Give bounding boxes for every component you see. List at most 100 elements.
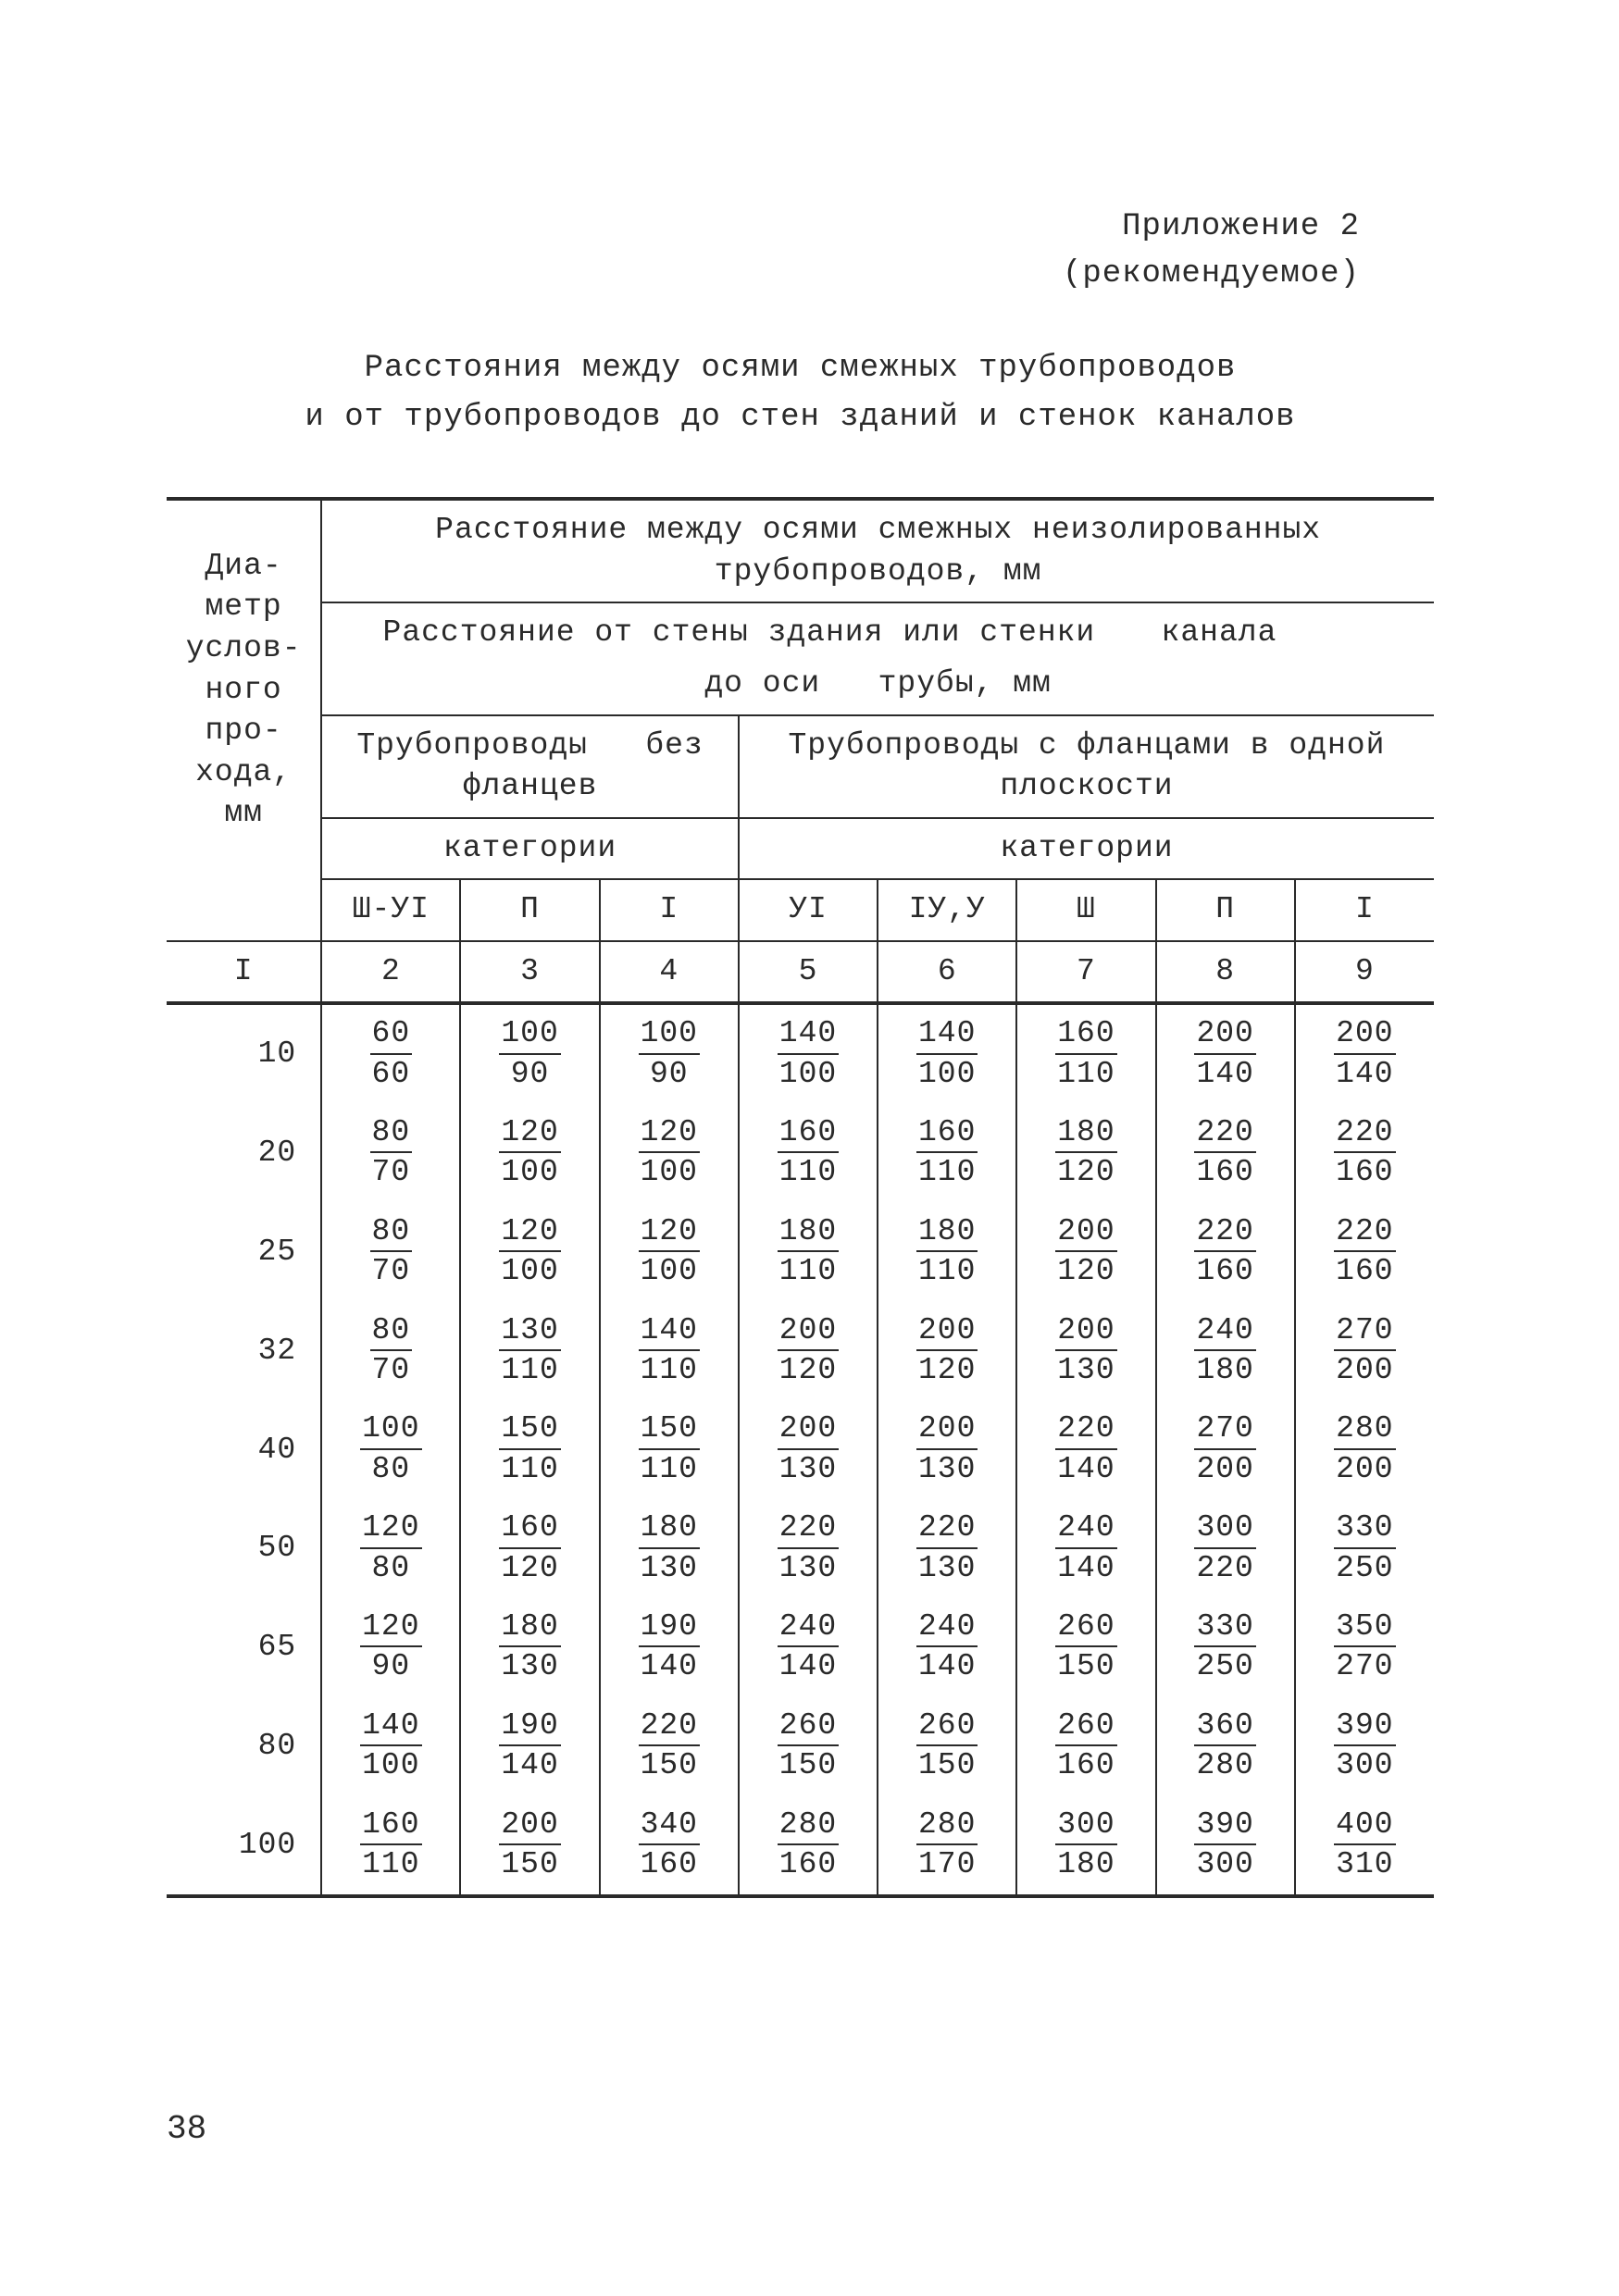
value-cell: 8070 [321,1104,460,1203]
value-cell: 280200 [1295,1400,1434,1499]
diameter-cell: 100 [167,1796,321,1897]
value-cell: 160110 [739,1104,878,1203]
value-cell: 260150 [739,1697,878,1796]
value-cell: 340160 [600,1796,739,1897]
table-row: 4010080150110150110200130200130220140270… [167,1400,1434,1499]
value-cell: 180110 [739,1203,878,1302]
value-cell: 12090 [321,1598,460,1697]
col-7: Ш [1016,879,1155,941]
header-sub-b: канала [1156,602,1434,664]
value-cell: 390300 [1295,1697,1434,1796]
value-cell: 120100 [600,1104,739,1203]
value-cell: 240140 [1016,1499,1155,1598]
numcol-7: 7 [1016,941,1155,1004]
value-cell: 200130 [739,1400,878,1499]
col-5: УI [739,879,878,941]
value-cell: 200130 [1016,1302,1155,1401]
value-cell: 220160 [1295,1203,1434,1302]
value-cell: 220160 [1156,1104,1295,1203]
numcol-9: 9 [1295,941,1434,1004]
row-header-diameter: Диа- метр услов- ного про- хода, мм [167,499,321,879]
value-cell: 160110 [878,1104,1016,1203]
table-row: 6512090180130190140240140240140260150330… [167,1598,1434,1697]
value-cell: 10090 [460,1003,599,1104]
document-page: Приложение 2 (рекомендуемое) Расстояния … [0,0,1619,2296]
diameter-cell: 32 [167,1302,321,1401]
title-line-2: и от трубопроводов до стен зданий и стен… [167,393,1434,442]
numcol-3: 3 [460,941,599,1004]
numcol-6: 6 [878,941,1016,1004]
group-left: Трубопроводы без фланцев [321,715,739,818]
table-row: 1060601009010090140100140100160110200140… [167,1003,1434,1104]
appendix-header: Приложение 2 (рекомендуемое) [167,204,1360,298]
value-cell: 330250 [1156,1598,1295,1697]
diameter-cell: 50 [167,1499,321,1598]
value-cell: 270200 [1156,1400,1295,1499]
value-cell: 280160 [739,1796,878,1897]
value-cell: 390300 [1156,1796,1295,1897]
table-row: 1001601102001503401602801602801703001803… [167,1796,1434,1897]
col-8: П [1156,879,1295,941]
numcol-5: 5 [739,941,878,1004]
pipe-distance-table: Диа- метр услов- ного про- хода, мм Расс… [167,497,1434,1898]
header-top: Расстояние между осями смежных неизолиро… [321,499,1434,602]
value-cell: 240180 [1156,1302,1295,1401]
table-row: 3280701301101401102001202001202001302401… [167,1302,1434,1401]
value-cell: 160120 [460,1499,599,1598]
value-cell: 220150 [600,1697,739,1796]
value-cell: 140100 [878,1003,1016,1104]
value-cell: 360280 [1156,1697,1295,1796]
col-6: IУ,У [878,879,1016,941]
value-cell: 220160 [1295,1104,1434,1203]
value-cell: 160110 [321,1796,460,1897]
value-cell: 240140 [739,1598,878,1697]
value-cell: 6060 [321,1003,460,1104]
value-cell: 130110 [460,1302,599,1401]
col-4: I [600,879,739,941]
diameter-cell: 10 [167,1003,321,1104]
value-cell: 200150 [460,1796,599,1897]
appendix-note: (рекомендуемое) [167,251,1360,298]
numcol-2: 2 [321,941,460,1004]
value-cell: 200120 [1016,1203,1155,1302]
value-cell: 10090 [600,1003,739,1104]
value-cell: 150110 [460,1400,599,1499]
value-cell: 180130 [460,1598,599,1697]
value-cell: 400310 [1295,1796,1434,1897]
value-cell: 190140 [460,1697,599,1796]
page-number: 38 [167,2110,206,2148]
value-cell: 260150 [878,1697,1016,1796]
value-cell: 10080 [321,1400,460,1499]
value-cell: 12080 [321,1499,460,1598]
value-cell: 260160 [1016,1697,1155,1796]
value-cell: 280170 [878,1796,1016,1897]
col-3: П [460,879,599,941]
value-cell: 150110 [600,1400,739,1499]
value-cell: 240140 [878,1598,1016,1697]
numcol-1: I [167,941,321,1004]
value-cell: 200140 [1156,1003,1295,1104]
categories-left: категории [321,818,739,880]
value-cell: 220160 [1156,1203,1295,1302]
value-cell: 200120 [878,1302,1016,1401]
numcol-4: 4 [600,941,739,1004]
value-cell: 120100 [600,1203,739,1302]
value-cell: 140110 [600,1302,739,1401]
categories-right: категории [739,818,1434,880]
value-cell: 8070 [321,1302,460,1401]
value-cell: 220140 [1016,1400,1155,1499]
value-cell: 200120 [739,1302,878,1401]
value-cell: 200140 [1295,1003,1434,1104]
table-row: 8014010019014022015026015026015026016036… [167,1697,1434,1796]
value-cell: 180120 [1016,1104,1155,1203]
value-cell: 120100 [460,1104,599,1203]
appendix-label: Приложение 2 [167,204,1360,251]
diameter-cell: 25 [167,1203,321,1302]
col-9: I [1295,879,1434,941]
value-cell: 120100 [460,1203,599,1302]
value-cell: 200130 [878,1400,1016,1499]
value-cell: 350270 [1295,1598,1434,1697]
table-row: 2580701201001201001801101801102001202201… [167,1203,1434,1302]
header-sub-c: до оси трубы, мм [321,664,1434,715]
value-cell: 220130 [739,1499,878,1598]
